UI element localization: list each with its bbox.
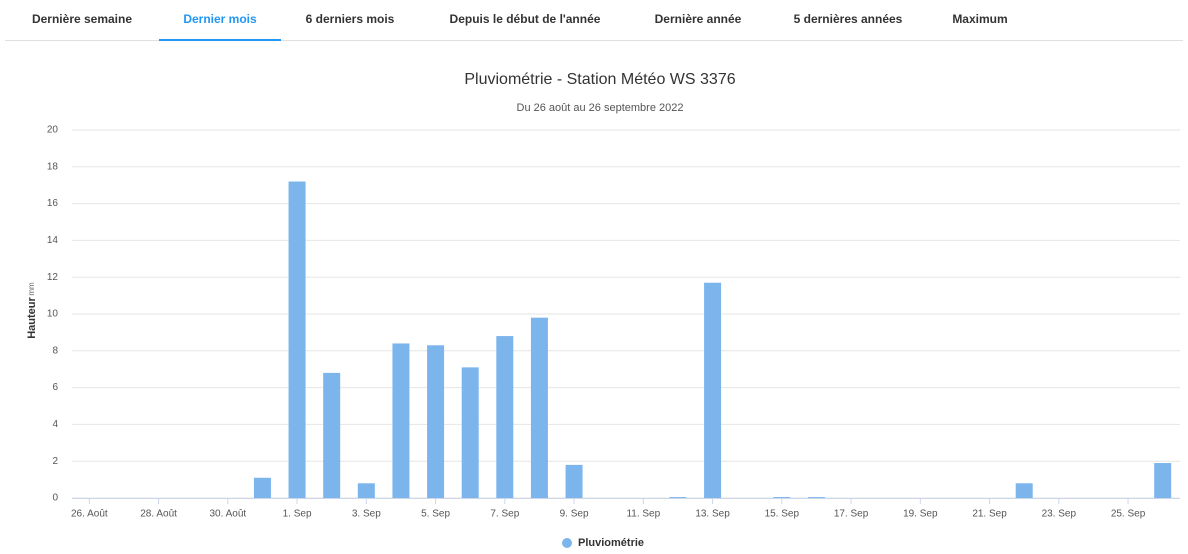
y-tick-label: 6 — [52, 382, 58, 393]
x-tick-label: 5. Sep — [421, 509, 450, 520]
y-tick-label: 16 — [47, 198, 59, 209]
x-tick-label: 3. Sep — [352, 509, 381, 520]
bar — [704, 282, 722, 498]
bar — [1154, 463, 1172, 498]
tab[interactable]: 6 derniers mois — [306, 12, 395, 26]
x-tick-label: 7. Sep — [490, 509, 519, 520]
legend-label[interactable]: Pluviométrie — [578, 537, 644, 549]
y-tick-label: 8 — [52, 345, 58, 356]
bar — [392, 343, 410, 498]
y-tick-label: 0 — [52, 493, 58, 504]
tab[interactable]: Dernier mois — [183, 12, 257, 26]
bar — [357, 483, 375, 498]
y-axis-title: Hauteur — [26, 297, 38, 339]
bar — [807, 497, 825, 498]
x-tick-label: 30. Août — [209, 509, 246, 520]
tab[interactable]: Depuis le début de l'année — [450, 12, 601, 26]
chart-subtitle: Du 26 août au 26 septembre 2022 — [517, 102, 684, 114]
x-tick-label: 15. Sep — [765, 509, 800, 520]
legend-marker[interactable] — [562, 538, 572, 548]
active-tab-indicator — [159, 39, 281, 41]
y-tick-label: 12 — [47, 272, 59, 283]
y-tick-label: 14 — [47, 235, 59, 246]
x-tick-label: 25. Sep — [1111, 509, 1146, 520]
tab[interactable]: Maximum — [952, 12, 1007, 26]
tab[interactable]: Dernière semaine — [32, 12, 132, 26]
y-tick-label: 10 — [47, 309, 59, 320]
x-tick-label: 21. Sep — [972, 509, 1007, 520]
bar — [288, 181, 306, 498]
x-tick-label: 9. Sep — [560, 509, 589, 520]
chart-title: Pluviométrie - Station Météo WS 3376 — [464, 71, 735, 88]
y-tick-label: 18 — [47, 161, 59, 172]
x-tick-label: 26. Août — [71, 509, 108, 520]
bar — [496, 336, 514, 498]
x-tick-label: 23. Sep — [1042, 509, 1077, 520]
y-axis-unit: mm — [27, 282, 36, 296]
bar — [427, 345, 445, 498]
bar — [461, 367, 479, 498]
x-tick-label: 1. Sep — [283, 509, 312, 520]
x-tick-label: 19. Sep — [903, 509, 938, 520]
y-tick-label: 2 — [52, 456, 58, 467]
bar — [253, 477, 271, 498]
tab[interactable]: 5 dernières années — [794, 12, 903, 26]
x-tick-label: 11. Sep — [626, 509, 660, 520]
bar — [773, 497, 791, 498]
x-tick-label: 13. Sep — [695, 509, 730, 520]
bar — [565, 464, 583, 498]
y-tick-label: 20 — [47, 125, 59, 136]
bar — [1015, 483, 1033, 498]
tab[interactable]: Dernière année — [655, 12, 742, 26]
y-tick-label: 4 — [52, 419, 58, 430]
bar — [530, 317, 548, 498]
x-tick-label: 17. Sep — [834, 509, 869, 520]
x-tick-label: 28. Août — [140, 509, 177, 520]
bar — [323, 372, 341, 498]
bar — [669, 497, 687, 498]
